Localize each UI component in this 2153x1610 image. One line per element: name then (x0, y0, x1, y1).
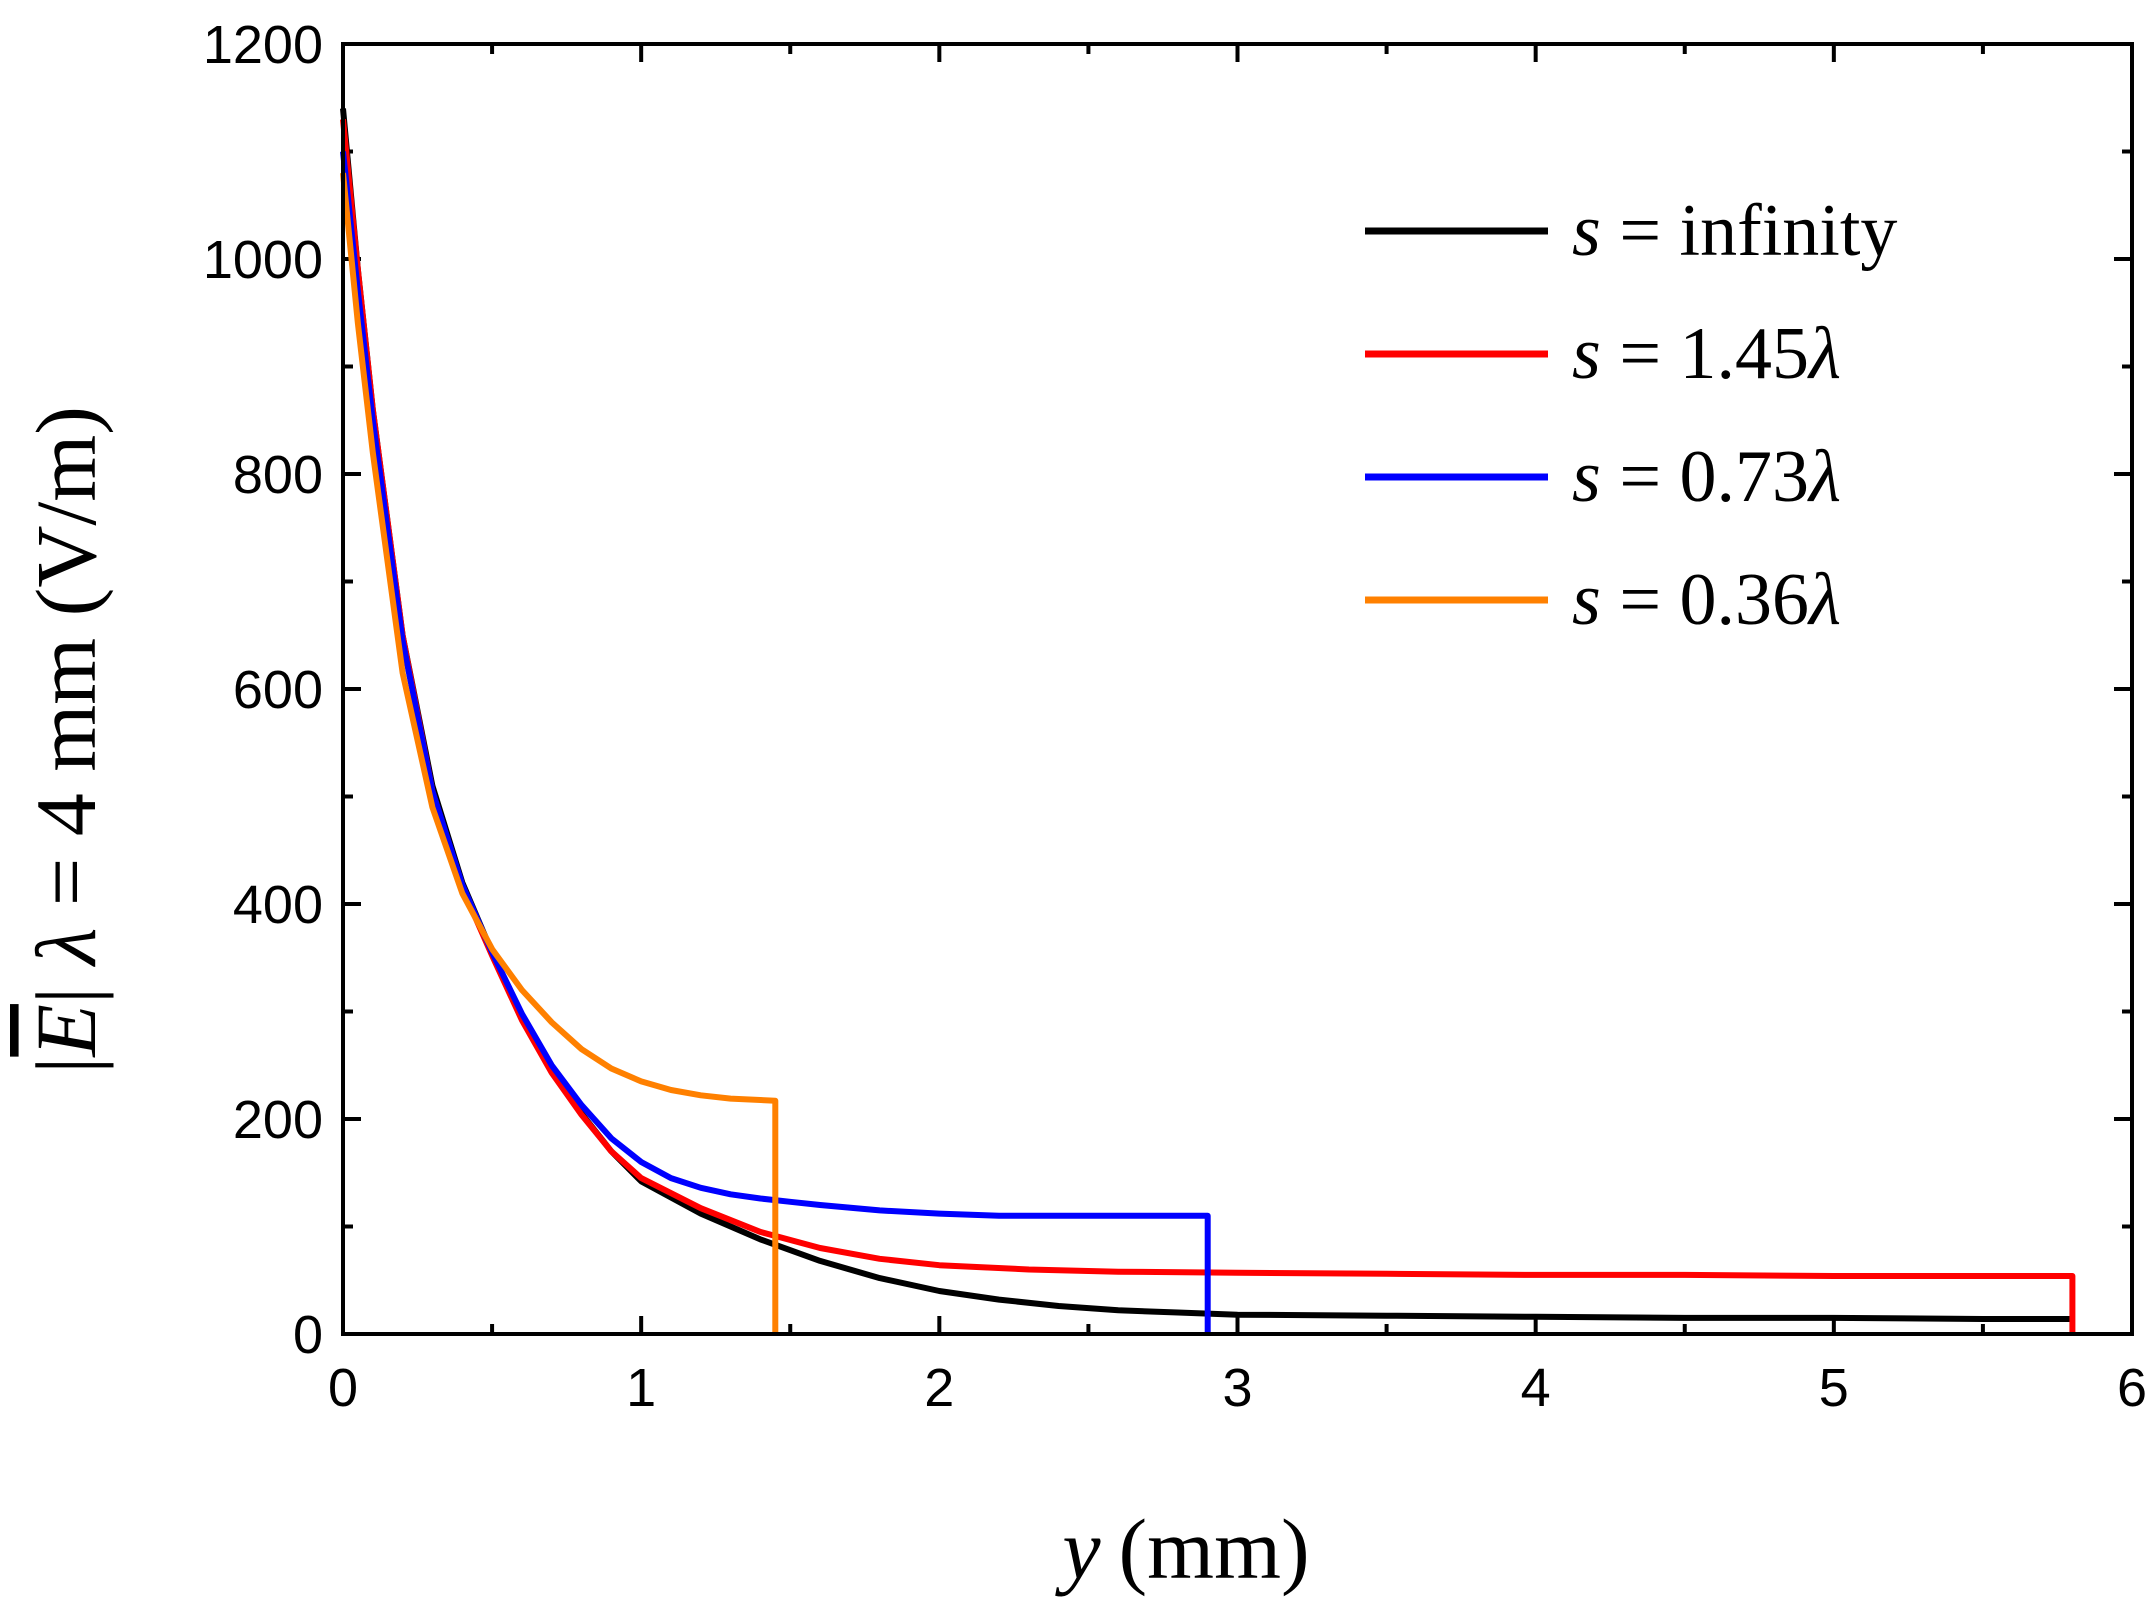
y-tick-label: 400 (233, 875, 323, 935)
y-axis-bar-right: | (18, 987, 114, 1004)
y-axis-title: |E| λ = 4 mm (V/m) (18, 406, 114, 1074)
y-tick-label: 200 (233, 1090, 323, 1150)
y-axis-field-symbol: E (18, 1004, 114, 1059)
x-tick-label: 1 (626, 1358, 656, 1418)
legend-label-3: s = 0.73λ (1572, 436, 1841, 518)
tick-labels: 0 1 2 3 4 5 6 0 200 400 600 800 1000 1200 (203, 15, 2147, 1418)
legend-label-2: s = 1.45λ (1572, 313, 1841, 395)
x-tick-label: 2 (924, 1358, 954, 1418)
y-axis-bar-left: | (18, 1057, 114, 1074)
x-axis-title: y (mm) (1054, 1501, 1309, 1597)
x-axis-variable: y (1054, 1501, 1101, 1597)
plot-frame (341, 42, 2134, 1336)
x-tick-label: 6 (2117, 1358, 2147, 1418)
x-tick-label: 4 (1521, 1358, 1551, 1418)
series-line-4 (340, 172, 779, 1334)
series-line-2 (340, 119, 2076, 1334)
y-axis-unit: = 4 mm (V/m) (18, 406, 114, 927)
x-axis-unit: (mm) (1119, 1501, 1310, 1597)
legend: s = infinity s = 1.45λ s = 0.73λ s = 0.36λ (1365, 190, 1897, 641)
y-tick-label: 800 (233, 445, 323, 505)
y-tick-label: 1200 (203, 15, 323, 75)
x-tick-label: 5 (1819, 1358, 1849, 1418)
x-tick-label: 0 (328, 1358, 358, 1418)
y-axis-lambda: λ (18, 928, 114, 968)
y-tick-label: 0 (293, 1305, 323, 1365)
y-tick-label: 1000 (203, 230, 323, 290)
series-line-3 (340, 151, 1211, 1334)
x-tick-label: 3 (1222, 1358, 1252, 1418)
legend-label-4: s = 0.36λ (1572, 559, 1841, 641)
y-tick-label: 600 (233, 660, 323, 720)
legend-label-1: s = infinity (1572, 190, 1897, 272)
series-lines (340, 108, 2076, 1334)
